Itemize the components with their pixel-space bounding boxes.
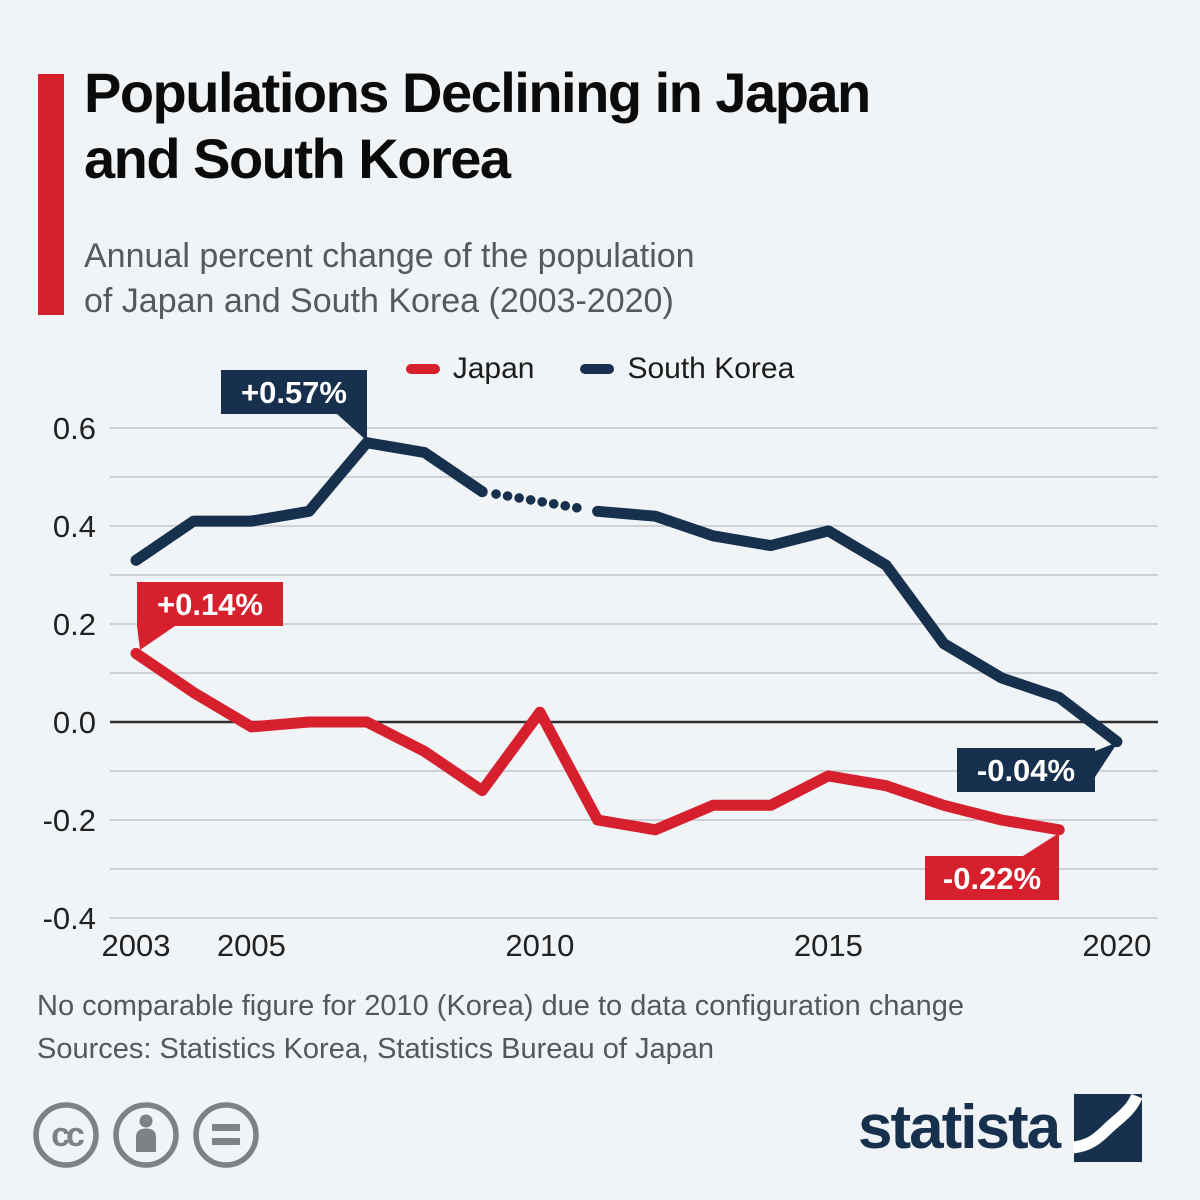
svg-text:-0.04%: -0.04% [977, 753, 1075, 788]
south-korea-legend-swatch [580, 364, 615, 374]
svg-text:+0.57%: +0.57% [241, 375, 347, 410]
chart-legend: Japan South Korea [0, 352, 1200, 386]
x-axis-tick-label: 2010 [505, 928, 574, 963]
legend-item-south-korea: South Korea [580, 352, 794, 386]
svg-text:+0.14%: +0.14% [157, 587, 263, 622]
y-axis-tick-label: 0.6 [53, 411, 96, 446]
statista-logo-mark [1074, 1093, 1143, 1162]
south-korea-line [130, 437, 488, 566]
legend-item-japan: Japan [405, 352, 535, 386]
chart-subtitle: Annual percent change of the population … [84, 234, 695, 324]
south-korea-dotted-gap-segment [491, 489, 589, 514]
no-derivatives-icon [193, 1102, 259, 1168]
y-axis-tick-label: 0.2 [53, 607, 96, 642]
south-korea-line [592, 505, 1123, 748]
chart-footnote: No comparable figure for 2010 (Korea) du… [37, 990, 964, 1022]
sources-note: Sources: Statistics Korea, Statistics Bu… [37, 1033, 714, 1065]
title-accent-bar [38, 74, 64, 315]
attribution-person-icon [113, 1102, 179, 1168]
svg-text:cc: cc [51, 1116, 84, 1154]
statista-logo: statista [858, 1092, 1143, 1163]
license-icons: cc [33, 1102, 259, 1168]
y-axis-tick-label: -0.2 [43, 803, 96, 838]
value-annotation: +0.57% [221, 370, 367, 441]
subtitle-line-2: of Japan and South Korea (2003-2020) [84, 281, 674, 320]
title-line-2: and South Korea [84, 126, 511, 190]
x-axis-tick-label: 2003 [102, 928, 171, 963]
japan-legend-swatch [405, 364, 440, 374]
svg-text:-0.22%: -0.22% [943, 861, 1041, 896]
y-axis-tick-label: 0.4 [53, 509, 96, 544]
value-annotation: +0.14% [137, 582, 283, 650]
value-annotation: -0.04% [957, 742, 1118, 792]
japan-line [130, 647, 1065, 836]
x-axis-tick-label: 2020 [1082, 928, 1151, 963]
y-axis-tick-label: 0.0 [53, 705, 96, 740]
subtitle-line-1: Annual percent change of the population [84, 237, 695, 275]
legend-label-south-korea: South Korea [627, 352, 795, 385]
creative-commons-icon: cc [33, 1102, 99, 1168]
legend-label-japan: Japan [452, 352, 535, 385]
statista-wordmark: statista [858, 1093, 1061, 1162]
y-axis-tick-label: -0.4 [43, 901, 96, 936]
x-axis-tick-label: 2005 [217, 928, 286, 963]
value-annotation: -0.22% [925, 833, 1059, 900]
title-line-1: Populations Declining in Japan [84, 61, 871, 124]
page-title: Populations Declining in Japan and South… [84, 60, 871, 191]
x-axis-tick-label: 2015 [794, 928, 863, 963]
